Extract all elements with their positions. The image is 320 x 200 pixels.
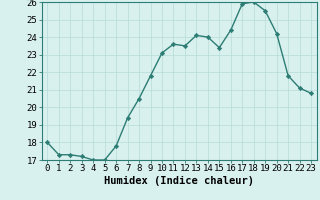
X-axis label: Humidex (Indice chaleur): Humidex (Indice chaleur) [104,176,254,186]
